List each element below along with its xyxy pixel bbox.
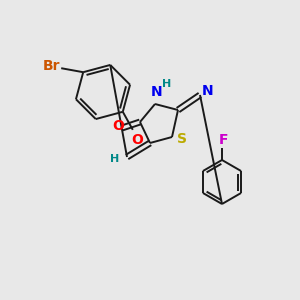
Text: H: H [162, 79, 172, 89]
Text: N: N [202, 84, 214, 98]
Text: O: O [131, 133, 143, 147]
Text: S: S [177, 132, 187, 146]
Text: F: F [219, 133, 229, 147]
Text: N: N [151, 85, 163, 99]
Text: H: H [110, 154, 120, 164]
Text: O: O [112, 119, 124, 133]
Text: Br: Br [43, 59, 60, 73]
